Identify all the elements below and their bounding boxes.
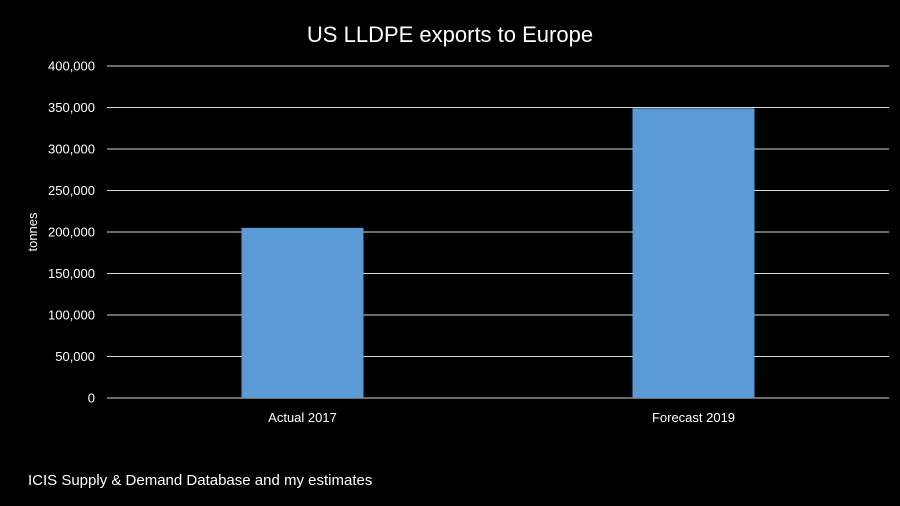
- y-axis-label: tonnes: [25, 212, 40, 252]
- bar-forecast-2019: [632, 108, 755, 398]
- bar-actual-2017: [241, 227, 364, 398]
- y-tick-label: 200,000: [48, 225, 95, 240]
- source-note: ICIS Supply & Demand Database and my est…: [28, 472, 373, 489]
- y-tick-label: 250,000: [48, 183, 95, 198]
- y-axis-tick-labels: 0 50,000 100,000 150,000 200,000 250,000 300,0…: [48, 59, 95, 406]
- y-tick-label: 150,000: [48, 266, 95, 281]
- x-axis-tick-labels: Actual 2017 Forecast 2019: [268, 410, 735, 425]
- y-tick-label: 0: [88, 391, 95, 406]
- y-tick-label: 350,000: [48, 100, 95, 115]
- bars: [241, 108, 755, 398]
- y-tick-label: 100,000: [48, 308, 95, 323]
- x-tick-label: Forecast 2019: [652, 410, 735, 425]
- y-tick-label: 400,000: [48, 59, 95, 74]
- chart-title: US LLDPE exports to Europe: [306, 22, 594, 47]
- y-tick-label: 300,000: [48, 142, 95, 157]
- x-tick-label: Actual 2017: [268, 410, 337, 425]
- y-tick-label: 50,000: [55, 349, 95, 364]
- gridlines: [107, 65, 889, 399]
